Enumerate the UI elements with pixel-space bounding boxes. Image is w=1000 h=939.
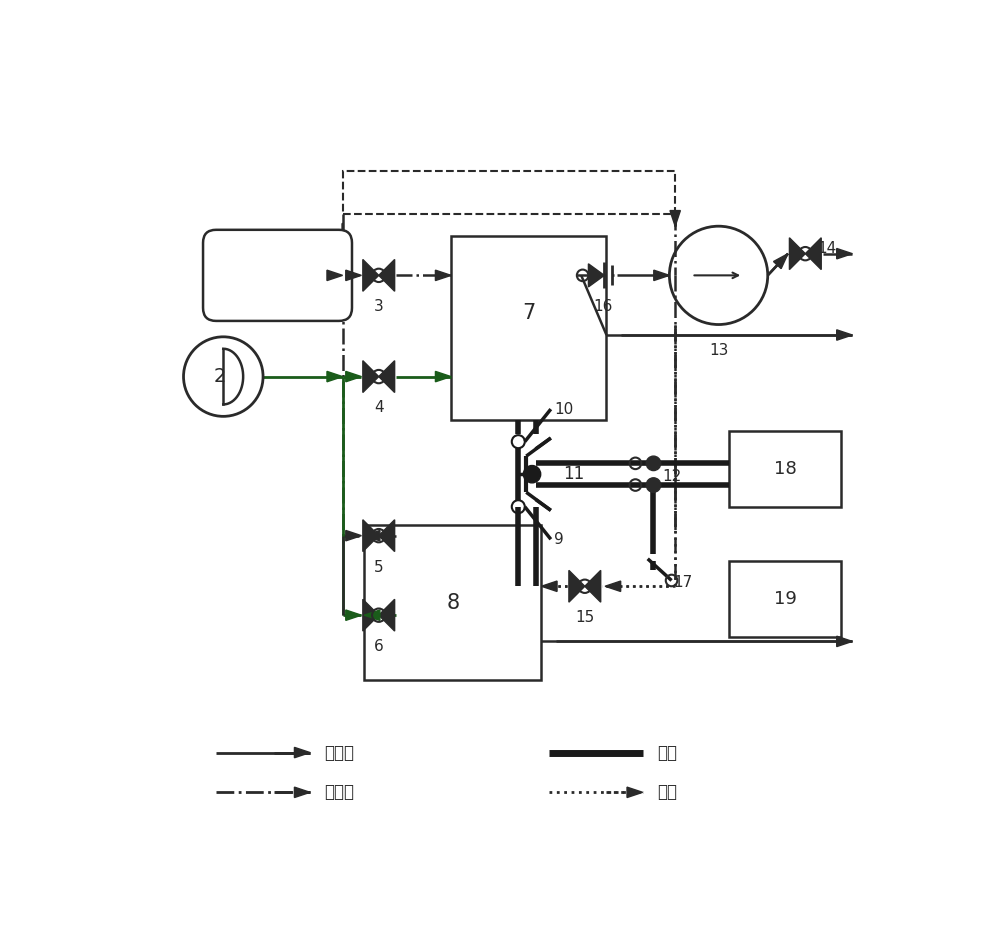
Text: 14: 14 bbox=[817, 240, 837, 255]
Polygon shape bbox=[670, 210, 680, 226]
Text: 10: 10 bbox=[554, 402, 574, 417]
Text: 19: 19 bbox=[774, 590, 797, 608]
Text: 17: 17 bbox=[674, 576, 693, 590]
Polygon shape bbox=[346, 610, 361, 621]
Text: 液流: 液流 bbox=[657, 783, 677, 801]
Text: 2: 2 bbox=[213, 367, 226, 386]
Text: 15: 15 bbox=[575, 610, 594, 625]
Text: 4: 4 bbox=[374, 400, 384, 415]
Text: 13: 13 bbox=[709, 343, 728, 358]
FancyBboxPatch shape bbox=[729, 561, 841, 637]
Polygon shape bbox=[805, 238, 821, 269]
FancyBboxPatch shape bbox=[729, 431, 841, 507]
Circle shape bbox=[646, 456, 661, 470]
Polygon shape bbox=[627, 787, 643, 797]
Polygon shape bbox=[379, 259, 395, 291]
Polygon shape bbox=[585, 570, 601, 602]
Polygon shape bbox=[379, 599, 395, 631]
Text: 7: 7 bbox=[522, 303, 535, 323]
Text: 6: 6 bbox=[374, 639, 384, 654]
Polygon shape bbox=[789, 238, 805, 269]
Polygon shape bbox=[363, 520, 379, 551]
Polygon shape bbox=[774, 254, 788, 269]
Text: 空气流: 空气流 bbox=[325, 744, 355, 762]
Polygon shape bbox=[363, 361, 379, 393]
Polygon shape bbox=[327, 270, 343, 281]
Circle shape bbox=[523, 466, 541, 483]
Polygon shape bbox=[364, 610, 380, 621]
Polygon shape bbox=[294, 747, 310, 758]
Polygon shape bbox=[837, 249, 852, 259]
Polygon shape bbox=[605, 581, 621, 592]
FancyBboxPatch shape bbox=[203, 230, 352, 321]
Text: 3: 3 bbox=[374, 300, 384, 315]
Polygon shape bbox=[837, 637, 852, 647]
Polygon shape bbox=[569, 570, 585, 602]
Text: 9: 9 bbox=[554, 531, 564, 546]
Polygon shape bbox=[837, 330, 852, 340]
Polygon shape bbox=[588, 264, 604, 287]
Polygon shape bbox=[294, 787, 310, 797]
Polygon shape bbox=[327, 372, 343, 382]
Polygon shape bbox=[654, 270, 669, 281]
Polygon shape bbox=[363, 259, 379, 291]
Polygon shape bbox=[435, 270, 451, 281]
Text: 12: 12 bbox=[662, 469, 681, 484]
Polygon shape bbox=[346, 531, 361, 541]
FancyBboxPatch shape bbox=[364, 525, 541, 680]
Polygon shape bbox=[541, 581, 557, 592]
Text: 电流: 电流 bbox=[657, 744, 677, 762]
Text: 18: 18 bbox=[774, 460, 797, 478]
Polygon shape bbox=[364, 531, 380, 541]
Text: 16: 16 bbox=[593, 300, 613, 315]
Polygon shape bbox=[379, 520, 395, 551]
Text: 1: 1 bbox=[271, 266, 284, 285]
Polygon shape bbox=[346, 372, 361, 382]
Polygon shape bbox=[363, 599, 379, 631]
Polygon shape bbox=[346, 270, 361, 281]
FancyBboxPatch shape bbox=[451, 236, 606, 420]
Circle shape bbox=[646, 478, 661, 492]
Polygon shape bbox=[379, 361, 395, 393]
Text: 11: 11 bbox=[563, 465, 585, 484]
Text: 8: 8 bbox=[446, 593, 459, 612]
Text: 5: 5 bbox=[374, 560, 384, 575]
Polygon shape bbox=[435, 372, 451, 382]
Text: 氢气流: 氢气流 bbox=[325, 783, 355, 801]
